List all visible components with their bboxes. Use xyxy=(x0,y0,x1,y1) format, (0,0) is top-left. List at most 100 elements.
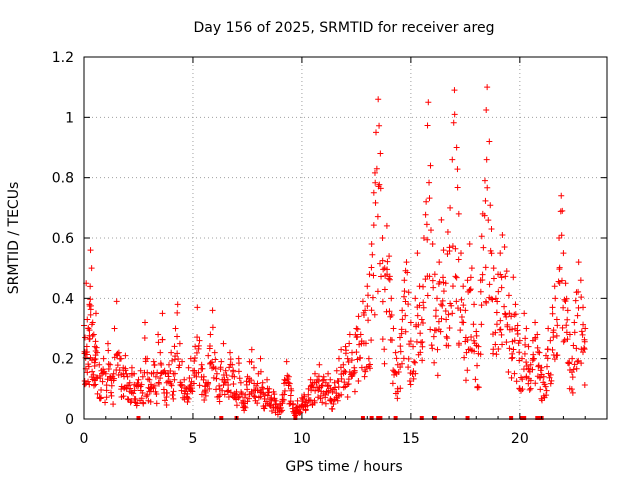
data-point xyxy=(578,294,585,301)
data-point xyxy=(110,401,117,408)
data-point xyxy=(122,352,129,359)
data-point xyxy=(457,250,464,257)
data-point xyxy=(317,395,324,402)
data-point xyxy=(105,365,112,372)
data-point xyxy=(248,358,255,365)
data-point xyxy=(108,382,115,389)
data-point xyxy=(492,295,499,302)
data-point xyxy=(179,358,186,365)
data-point xyxy=(257,393,264,400)
data-point xyxy=(417,339,424,346)
data-point xyxy=(298,394,305,401)
data-point xyxy=(174,309,181,316)
data-point xyxy=(508,313,515,320)
data-point xyxy=(564,336,571,343)
data-point xyxy=(516,349,523,356)
data-point xyxy=(405,364,412,371)
data-point xyxy=(369,294,376,301)
data-point xyxy=(519,386,526,393)
data-point xyxy=(200,376,207,383)
data-point xyxy=(92,338,99,345)
data-point xyxy=(426,273,433,280)
data-point xyxy=(355,313,362,320)
data-point xyxy=(216,398,223,405)
data-point xyxy=(204,382,211,389)
data-point xyxy=(300,396,307,403)
data-point xyxy=(216,382,223,389)
data-point xyxy=(102,399,109,406)
data-point xyxy=(345,358,352,365)
data-point xyxy=(118,355,125,362)
data-point xyxy=(137,367,144,374)
data-point xyxy=(561,337,568,344)
data-point xyxy=(430,284,437,291)
data-point xyxy=(440,274,447,281)
data-point xyxy=(157,349,164,356)
data-point xyxy=(319,377,326,384)
data-point xyxy=(554,352,561,359)
data-point xyxy=(209,307,216,314)
data-point xyxy=(510,274,517,281)
data-point xyxy=(116,367,123,374)
data-point xyxy=(442,307,449,314)
data-point xyxy=(418,316,425,323)
data-point xyxy=(523,359,530,366)
data-point xyxy=(432,307,439,314)
data-point xyxy=(233,391,240,398)
data-point xyxy=(389,337,396,344)
data-point xyxy=(90,382,97,389)
data-point xyxy=(389,380,396,387)
data-point xyxy=(436,259,443,266)
x-tick-label: 5 xyxy=(188,431,197,447)
data-point xyxy=(529,366,536,373)
data-point xyxy=(271,391,278,398)
data-point xyxy=(167,367,174,374)
zero-point xyxy=(378,416,383,420)
data-point xyxy=(401,288,408,295)
data-point xyxy=(464,367,471,374)
data-point xyxy=(464,337,471,344)
data-point xyxy=(315,394,321,401)
data-point xyxy=(544,355,551,362)
data-point xyxy=(368,337,375,344)
data-point xyxy=(283,358,290,365)
data-point xyxy=(368,307,375,314)
data-point xyxy=(135,376,142,383)
data-point xyxy=(381,360,388,367)
data-point xyxy=(426,179,433,186)
data-point xyxy=(103,387,110,394)
data-point xyxy=(405,289,412,296)
data-point xyxy=(237,379,244,386)
data-point xyxy=(495,345,502,352)
data-point xyxy=(340,361,347,368)
data-point xyxy=(140,400,147,407)
data-point xyxy=(327,376,334,383)
data-point xyxy=(364,292,371,299)
data-point xyxy=(525,380,532,387)
data-point xyxy=(379,257,386,264)
data-point xyxy=(165,361,172,368)
data-point xyxy=(152,373,159,380)
data-point xyxy=(578,360,585,367)
data-point xyxy=(559,324,566,331)
data-point xyxy=(219,387,226,394)
data-point xyxy=(497,250,504,257)
data-point xyxy=(467,274,474,281)
data-point xyxy=(388,295,395,302)
data-point xyxy=(452,273,459,280)
data-point xyxy=(365,355,372,362)
data-point xyxy=(572,297,579,304)
data-point xyxy=(92,381,99,388)
data-point xyxy=(545,325,552,332)
data-point xyxy=(433,327,440,334)
data-point xyxy=(155,339,162,346)
data-point xyxy=(512,301,519,308)
data-point xyxy=(84,349,91,356)
data-point xyxy=(376,122,383,129)
data-point xyxy=(466,241,473,248)
data-point xyxy=(399,307,406,314)
data-point xyxy=(226,364,233,371)
data-point xyxy=(438,301,445,308)
data-point xyxy=(481,177,488,184)
data-point xyxy=(407,338,414,345)
